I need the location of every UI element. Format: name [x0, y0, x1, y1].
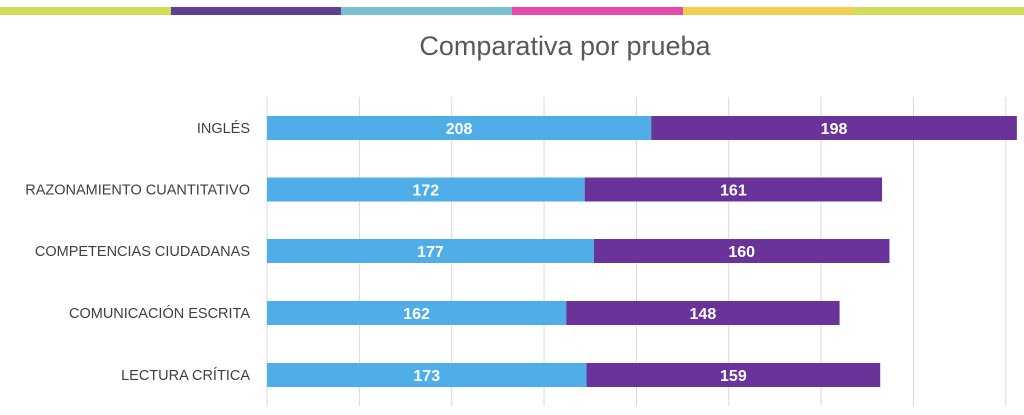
bar-segment [267, 301, 567, 325]
data-label: 173 [413, 368, 440, 385]
stripe-segment [682, 7, 854, 15]
data-label: 198 [821, 121, 848, 138]
bar-segment [593, 239, 890, 263]
data-label: 172 [412, 183, 439, 200]
category-label: COMUNICACIÓN ESCRITA [69, 305, 250, 322]
category-label: RAZONAMIENTO CUANTITATIVO [25, 183, 250, 199]
decorative-color-stripe [0, 7, 1024, 15]
bar-segment [267, 177, 585, 202]
stripe-segment [853, 7, 1024, 15]
bar-segment [566, 301, 840, 325]
bar-segment [267, 239, 594, 263]
category-label: LECTURA CRÍTICA [121, 367, 250, 384]
data-label: 177 [417, 244, 444, 261]
data-label: 161 [720, 183, 747, 200]
stripe-segment [341, 7, 513, 15]
data-label: 208 [446, 121, 473, 138]
category-label: INGLÉS [197, 120, 250, 137]
bar-segment [584, 177, 883, 202]
stripe-segment [0, 7, 171, 15]
bar-segment [651, 116, 1017, 140]
stripe-segment [512, 7, 683, 15]
data-label: 162 [403, 306, 430, 323]
data-label: 159 [720, 368, 747, 385]
chart-title: Comparativa por prueba [419, 31, 711, 61]
bar-segment [586, 363, 881, 387]
stripe-segment [170, 7, 342, 15]
data-label: 148 [690, 306, 717, 323]
bar-segment [267, 363, 587, 387]
data-label: 160 [728, 244, 755, 261]
category-label: COMPETENCIAS CIUDADANAS [35, 244, 250, 260]
bar-segment [267, 116, 652, 140]
